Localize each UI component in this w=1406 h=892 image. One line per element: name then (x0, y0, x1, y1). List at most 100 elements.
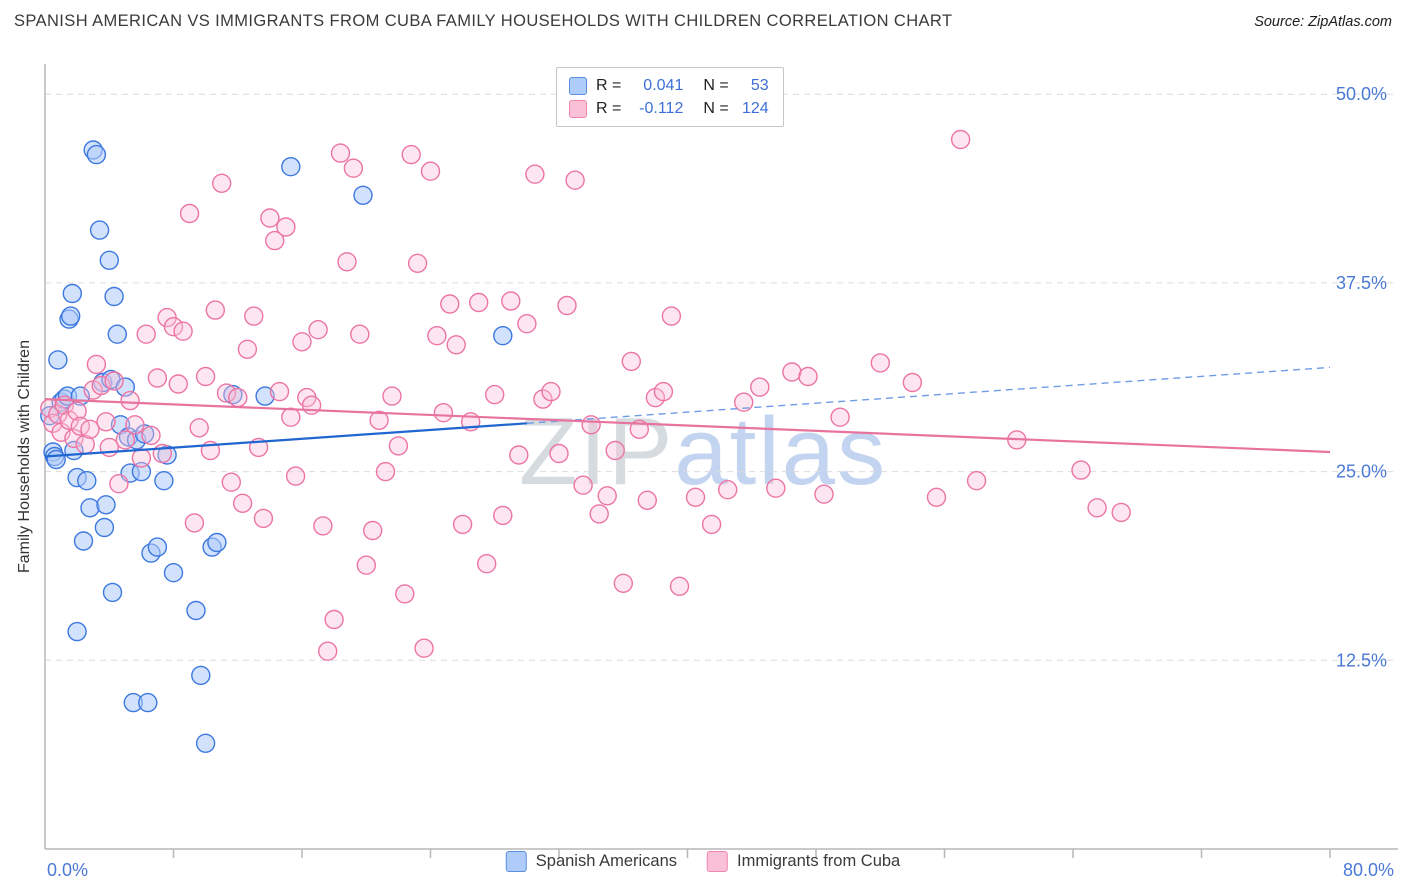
scatter-point-immigrants-from-cuba[interactable] (653, 381, 674, 402)
scatter-point-immigrants-from-cuba[interactable] (1111, 502, 1131, 523)
scatter-point-spanish-americans[interactable] (138, 692, 158, 713)
scatter-point-immigrants-from-cuba[interactable] (734, 392, 754, 412)
scatter-point-spanish-americans[interactable] (154, 471, 174, 491)
scatter-point-immigrants-from-cuba[interactable] (324, 609, 344, 630)
scatter-point-immigrants-from-cuba[interactable] (179, 203, 200, 224)
scatter-point-immigrants-from-cuba[interactable] (597, 486, 617, 506)
scatter-point-immigrants-from-cuba[interactable] (401, 144, 421, 165)
scatter-point-immigrants-from-cuba[interactable] (205, 300, 226, 320)
scatter-point-immigrants-from-cuba[interactable] (173, 321, 193, 341)
scatter-point-immigrants-from-cuba[interactable] (493, 505, 513, 526)
scatter-point-immigrants-from-cuba[interactable] (67, 401, 87, 421)
scatter-point-spanish-americans[interactable] (195, 733, 216, 753)
scatter-point-spanish-americans[interactable] (96, 495, 116, 515)
scatter-point-immigrants-from-cuba[interactable] (501, 291, 521, 311)
scatter-point-immigrants-from-cuba[interactable] (573, 475, 593, 495)
scatter-point-spanish-americans[interactable] (60, 306, 81, 326)
scatter-point-immigrants-from-cuba[interactable] (477, 554, 497, 574)
scatter-point-immigrants-from-cuba[interactable] (86, 354, 107, 375)
scatter-point-spanish-americans[interactable] (62, 283, 83, 304)
scatter-point-immigrants-from-cuba[interactable] (253, 508, 274, 529)
scatter-point-spanish-americans[interactable] (163, 563, 184, 583)
scatter-point-immigrants-from-cuba[interactable] (292, 332, 312, 352)
scatter-point-spanish-americans[interactable] (86, 144, 107, 165)
scatter-point-immigrants-from-cuba[interactable] (533, 389, 553, 409)
scatter-point-immigrants-from-cuba[interactable] (147, 368, 168, 388)
scatter-point-immigrants-from-cuba[interactable] (350, 324, 370, 344)
scatter-point-immigrants-from-cuba[interactable] (525, 164, 545, 184)
scatter-point-spanish-americans[interactable] (493, 326, 513, 346)
scatter-point-immigrants-from-cuba[interactable] (420, 161, 441, 181)
scatter-point-immigrants-from-cuba[interactable] (621, 351, 641, 372)
scatter-point-immigrants-from-cuba[interactable] (228, 387, 248, 408)
scatter-point-spanish-americans[interactable] (255, 386, 275, 406)
scatter-point-immigrants-from-cuba[interactable] (369, 410, 389, 430)
scatter-point-immigrants-from-cuba[interactable] (557, 295, 577, 316)
scatter-point-immigrants-from-cuba[interactable] (565, 170, 585, 190)
scatter-point-spanish-americans[interactable] (102, 582, 123, 603)
scatter-point-immigrants-from-cuba[interactable] (141, 425, 161, 446)
scatter-point-immigrants-from-cuba[interactable] (96, 412, 116, 432)
scatter-point-immigrants-from-cuba[interactable] (375, 461, 396, 482)
scatter-point-immigrants-from-cuba[interactable] (469, 292, 489, 313)
scatter-point-immigrants-from-cuba[interactable] (120, 390, 140, 411)
scatter-point-spanish-americans[interactable] (191, 665, 211, 686)
source-link[interactable]: Source: ZipAtlas.com (1254, 14, 1392, 30)
scatter-point-immigrants-from-cuba[interactable] (318, 641, 338, 661)
scatter-point-spanish-americans[interactable] (46, 449, 66, 470)
scatter-point-immigrants-from-cuba[interactable] (1071, 460, 1091, 480)
scatter-point-immigrants-from-cuba[interactable] (363, 520, 383, 541)
scatter-point-spanish-americans[interactable] (99, 250, 120, 270)
scatter-point-immigrants-from-cuba[interactable] (637, 490, 657, 510)
scatter-point-immigrants-from-cuba[interactable] (902, 372, 923, 393)
scatter-point-immigrants-from-cuba[interactable] (232, 493, 253, 513)
scatter-point-immigrants-from-cuba[interactable] (216, 383, 237, 403)
scatter-point-immigrants-from-cuba[interactable] (301, 395, 322, 415)
scatter-point-immigrants-from-cuba[interactable] (718, 480, 738, 500)
scatter-point-immigrants-from-cuba[interactable] (830, 407, 850, 427)
scatter-point-immigrants-from-cuba[interactable] (701, 514, 722, 535)
scatter-point-immigrants-from-cuba[interactable] (966, 471, 987, 491)
scatter-point-immigrants-from-cuba[interactable] (541, 381, 561, 402)
scatter-point-immigrants-from-cuba[interactable] (168, 374, 189, 394)
scatter-point-immigrants-from-cuba[interactable] (195, 366, 216, 387)
scatter-point-immigrants-from-cuba[interactable] (589, 504, 609, 524)
scatter-point-immigrants-from-cuba[interactable] (330, 143, 351, 163)
scatter-point-immigrants-from-cuba[interactable] (131, 448, 152, 468)
scatter-point-immigrants-from-cuba[interactable] (440, 294, 460, 314)
scatter-point-immigrants-from-cuba[interactable] (244, 306, 264, 326)
scatter-point-immigrants-from-cuba[interactable] (163, 317, 184, 337)
scatter-point-immigrants-from-cuba[interactable] (750, 377, 770, 397)
scatter-point-immigrants-from-cuba[interactable] (798, 366, 818, 387)
scatter-point-immigrants-from-cuba[interactable] (337, 252, 357, 272)
scatter-point-spanish-americans[interactable] (48, 350, 68, 370)
scatter-point-immigrants-from-cuba[interactable] (613, 573, 633, 593)
scatter-point-immigrants-from-cuba[interactable] (950, 129, 971, 150)
scatter-point-immigrants-from-cuba[interactable] (184, 513, 205, 533)
scatter-point-immigrants-from-cuba[interactable] (80, 419, 100, 439)
scatter-point-immigrants-from-cuba[interactable] (433, 403, 454, 423)
scatter-point-immigrants-from-cuba[interactable] (104, 371, 124, 391)
scatter-point-immigrants-from-cuba[interactable] (313, 516, 333, 536)
scatter-point-immigrants-from-cuba[interactable] (926, 487, 947, 507)
scatter-point-spanish-americans[interactable] (147, 537, 168, 557)
scatter-point-spanish-americans[interactable] (94, 517, 115, 538)
scatter-point-immigrants-from-cuba[interactable] (237, 339, 258, 359)
scatter-point-immigrants-from-cuba[interactable] (661, 306, 682, 326)
scatter-point-immigrants-from-cuba[interactable] (260, 208, 280, 228)
scatter-point-immigrants-from-cuba[interactable] (427, 326, 447, 346)
scatter-point-immigrants-from-cuba[interactable] (766, 478, 786, 498)
scatter-point-immigrants-from-cuba[interactable] (189, 418, 209, 438)
scatter-point-spanish-americans[interactable] (131, 461, 152, 482)
scatter-point-immigrants-from-cuba[interactable] (814, 484, 834, 504)
scatter-point-spanish-americans[interactable] (207, 532, 227, 553)
scatter-point-immigrants-from-cuba[interactable] (549, 443, 569, 464)
scatter-point-immigrants-from-cuba[interactable] (685, 487, 706, 507)
scatter-point-immigrants-from-cuba[interactable] (269, 381, 290, 402)
scatter-point-immigrants-from-cuba[interactable] (407, 253, 428, 273)
scatter-point-spanish-americans[interactable] (77, 471, 97, 491)
scatter-point-spanish-americans[interactable] (89, 220, 110, 240)
scatter-point-immigrants-from-cuba[interactable] (782, 362, 802, 382)
scatter-point-spanish-americans[interactable] (107, 324, 128, 344)
scatter-point-spanish-americans[interactable] (73, 531, 94, 551)
